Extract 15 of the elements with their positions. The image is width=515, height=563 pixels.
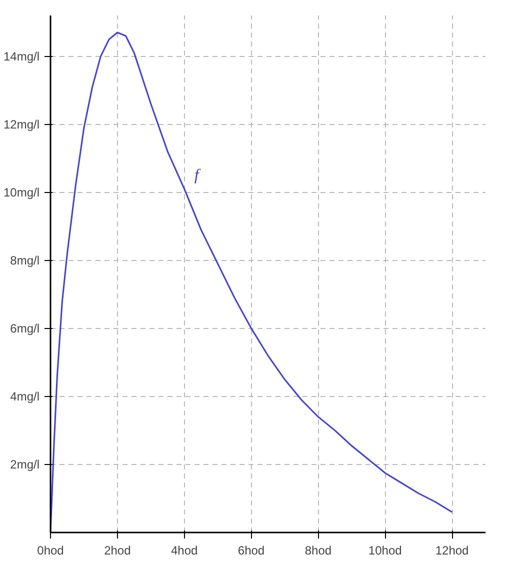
y-tick-label: 6mg/l <box>10 321 40 336</box>
x-tick-label: 6hod <box>238 544 265 558</box>
x-tick-label: 0hod <box>37 544 64 558</box>
y-tick-label: 14mg/l <box>3 49 40 64</box>
y-tick-label: 2mg/l <box>10 457 40 472</box>
x-tick-label: 8hod <box>304 544 332 558</box>
y-tick-label: 10mg/l <box>3 185 40 200</box>
x-tick-label: 4hod <box>171 544 198 558</box>
x-tick-label: 12hod <box>435 544 469 558</box>
y-tick-label: 8mg/l <box>10 253 40 268</box>
y-tick-label: 4mg/l <box>10 389 40 404</box>
x-tick-label: 2hod <box>104 544 131 558</box>
series-label: f <box>194 166 202 184</box>
y-tick-label: 12mg/l <box>3 117 40 132</box>
x-tick-label: 10hod <box>368 544 402 558</box>
